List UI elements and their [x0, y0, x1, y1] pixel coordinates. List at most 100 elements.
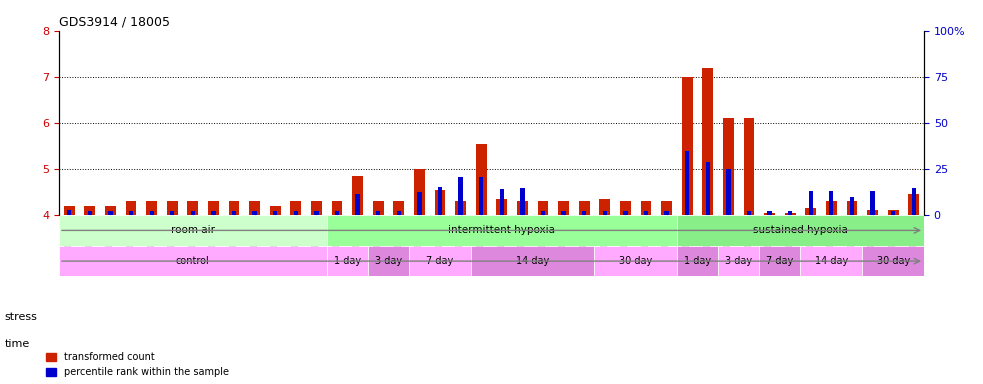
Bar — [290, 201, 301, 215]
Bar — [409, 246, 471, 276]
Bar — [579, 201, 590, 215]
Bar — [595, 246, 677, 276]
Bar — [376, 211, 380, 215]
Bar — [846, 201, 857, 215]
Bar — [108, 211, 113, 215]
Bar — [718, 246, 759, 276]
Bar — [706, 162, 710, 215]
Bar — [911, 188, 916, 215]
Text: 30 day: 30 day — [619, 256, 653, 266]
Bar — [269, 206, 281, 215]
Bar — [273, 211, 277, 215]
Text: room air: room air — [171, 225, 215, 235]
Bar — [805, 208, 816, 215]
Bar — [849, 197, 854, 215]
Bar — [455, 201, 466, 215]
Bar — [335, 211, 339, 215]
Bar — [603, 211, 607, 215]
Bar — [538, 201, 549, 215]
Bar — [641, 201, 652, 215]
Bar — [191, 211, 195, 215]
Bar — [64, 206, 75, 215]
Bar — [59, 246, 326, 276]
Bar — [129, 211, 134, 215]
Bar — [702, 68, 714, 215]
Bar — [393, 201, 404, 215]
Bar — [85, 206, 95, 215]
Bar — [373, 201, 383, 215]
Bar — [496, 199, 507, 215]
Text: 1 day: 1 day — [334, 256, 361, 266]
Bar — [311, 201, 321, 215]
Bar — [126, 201, 137, 215]
Bar — [167, 201, 178, 215]
Bar — [665, 211, 668, 215]
Bar — [326, 215, 677, 246]
Bar — [558, 201, 569, 215]
Text: 3 day: 3 day — [375, 256, 402, 266]
Bar — [677, 215, 924, 246]
Text: control: control — [176, 256, 209, 266]
Bar — [315, 211, 318, 215]
Bar — [541, 211, 546, 215]
Bar — [458, 177, 463, 215]
Bar — [620, 201, 631, 215]
Text: 7 day: 7 day — [427, 256, 453, 266]
Bar — [368, 246, 409, 276]
Bar — [768, 211, 772, 215]
Text: intermittent hypoxia: intermittent hypoxia — [448, 225, 555, 235]
Bar — [862, 246, 924, 276]
Bar — [67, 210, 72, 215]
Text: 1 day: 1 day — [684, 256, 711, 266]
Bar — [908, 194, 919, 215]
Bar — [759, 246, 800, 276]
Bar — [417, 192, 422, 215]
Bar — [764, 213, 775, 215]
Bar — [747, 211, 751, 215]
Bar — [830, 191, 834, 215]
Text: sustained hypoxia: sustained hypoxia — [753, 225, 848, 235]
Bar — [476, 144, 487, 215]
Bar — [211, 211, 215, 215]
Bar — [105, 206, 116, 215]
Bar — [479, 177, 484, 215]
Bar — [437, 187, 442, 215]
Bar — [253, 211, 257, 215]
Bar — [232, 211, 236, 215]
Bar — [800, 246, 862, 276]
Text: 3 day: 3 day — [725, 256, 752, 266]
Bar — [250, 201, 260, 215]
Bar — [726, 169, 730, 215]
Bar — [331, 201, 342, 215]
Bar — [677, 246, 718, 276]
Bar — [434, 190, 445, 215]
Legend: transformed count, percentile rank within the sample: transformed count, percentile rank withi… — [44, 350, 231, 379]
Text: stress: stress — [5, 312, 37, 322]
Bar — [517, 201, 528, 215]
Bar — [723, 118, 733, 215]
Bar — [471, 246, 595, 276]
Bar — [229, 201, 240, 215]
Text: 14 day: 14 day — [516, 256, 549, 266]
Bar — [809, 191, 813, 215]
Bar — [867, 210, 878, 215]
Text: time: time — [5, 339, 30, 349]
Bar — [662, 201, 672, 215]
Bar — [561, 211, 566, 215]
Bar — [582, 211, 586, 215]
Text: 14 day: 14 day — [815, 256, 848, 266]
Bar — [87, 211, 92, 215]
Bar — [682, 77, 693, 215]
Bar — [888, 210, 898, 215]
Bar — [644, 211, 648, 215]
Bar — [826, 201, 837, 215]
Bar — [623, 211, 627, 215]
Bar — [870, 191, 875, 215]
Bar — [397, 211, 401, 215]
Bar — [600, 199, 610, 215]
Bar — [294, 211, 298, 215]
Bar — [520, 188, 525, 215]
Text: 30 day: 30 day — [877, 256, 909, 266]
Text: 7 day: 7 day — [766, 256, 793, 266]
Bar — [170, 211, 174, 215]
